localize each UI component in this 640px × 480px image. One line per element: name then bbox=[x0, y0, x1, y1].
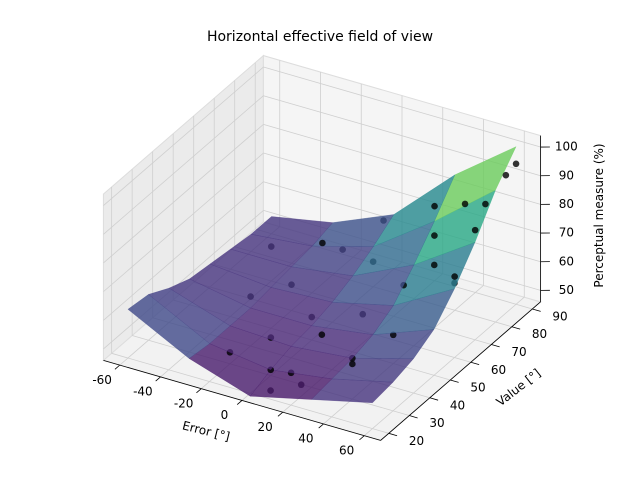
y-tick-label: 80 bbox=[532, 327, 547, 341]
grid-line bbox=[263, 152, 541, 234]
scatter-point bbox=[451, 273, 458, 280]
z-tick-label: 90 bbox=[559, 168, 574, 182]
scatter-point bbox=[482, 200, 489, 208]
scatter-point bbox=[502, 171, 510, 179]
y-tick-label: 90 bbox=[552, 309, 567, 323]
grid-line bbox=[103, 95, 264, 235]
x-tick-label: 0 bbox=[221, 408, 229, 422]
chart-title: Horizontal effective field of view bbox=[207, 29, 433, 45]
x-tick bbox=[196, 388, 202, 394]
y-tick-label: 20 bbox=[409, 434, 424, 448]
x-tick-label: -20 bbox=[174, 396, 194, 410]
scatter-point bbox=[319, 239, 326, 247]
y-tick bbox=[532, 308, 541, 312]
x-tick bbox=[114, 364, 120, 370]
x-tick bbox=[318, 423, 324, 429]
y-tick-label: 50 bbox=[470, 381, 485, 395]
x-axis-label: Error [°] bbox=[181, 418, 231, 443]
grid-line bbox=[364, 296, 525, 437]
z-axis-label: Perceptual measure (%) bbox=[592, 143, 606, 287]
x-tick-label: 20 bbox=[258, 420, 273, 434]
y-tick-label: 70 bbox=[511, 345, 526, 359]
y-tick-label: 40 bbox=[450, 398, 465, 412]
x-tick bbox=[277, 411, 284, 417]
x-tick-label: 40 bbox=[298, 432, 313, 446]
z-tick-label: 50 bbox=[559, 283, 574, 297]
grid-line bbox=[103, 152, 264, 292]
grid-line bbox=[103, 124, 264, 264]
y-tick bbox=[511, 326, 521, 330]
scatter-point bbox=[512, 160, 520, 168]
x-tick bbox=[236, 400, 243, 405]
z-tick-label: 100 bbox=[555, 140, 578, 154]
grid-line bbox=[103, 66, 264, 206]
z-tick-label: 60 bbox=[559, 254, 574, 268]
x-tick-label: 60 bbox=[339, 443, 354, 457]
z-tick-label: 70 bbox=[559, 226, 574, 240]
scatter-point bbox=[349, 360, 356, 368]
y-tick bbox=[450, 379, 459, 383]
x-tick-label: -40 bbox=[133, 385, 153, 399]
y-tick-label: 60 bbox=[491, 363, 506, 377]
y-tick bbox=[470, 361, 480, 366]
y-tick bbox=[491, 344, 500, 348]
surface-patch bbox=[250, 216, 334, 247]
scatter-point bbox=[430, 261, 438, 269]
grid-line bbox=[263, 66, 541, 148]
z-tick-label: 80 bbox=[559, 197, 574, 211]
y-tick-label: 30 bbox=[429, 416, 444, 430]
y-tick bbox=[409, 415, 418, 419]
x-tick bbox=[359, 435, 365, 441]
scatter-point bbox=[471, 226, 479, 234]
scatter-point bbox=[318, 331, 326, 339]
scatter-point bbox=[461, 200, 469, 208]
y-axis-line bbox=[380, 301, 541, 441]
x-tick bbox=[155, 376, 161, 382]
scatter-point bbox=[431, 202, 438, 210]
x-axis-line bbox=[103, 360, 381, 441]
scatter-point bbox=[431, 232, 438, 239]
grid-line bbox=[103, 181, 264, 321]
y-tick bbox=[429, 397, 439, 401]
x-tick-label: -60 bbox=[92, 373, 112, 387]
y-tick bbox=[388, 432, 398, 437]
grid-line bbox=[103, 210, 264, 350]
